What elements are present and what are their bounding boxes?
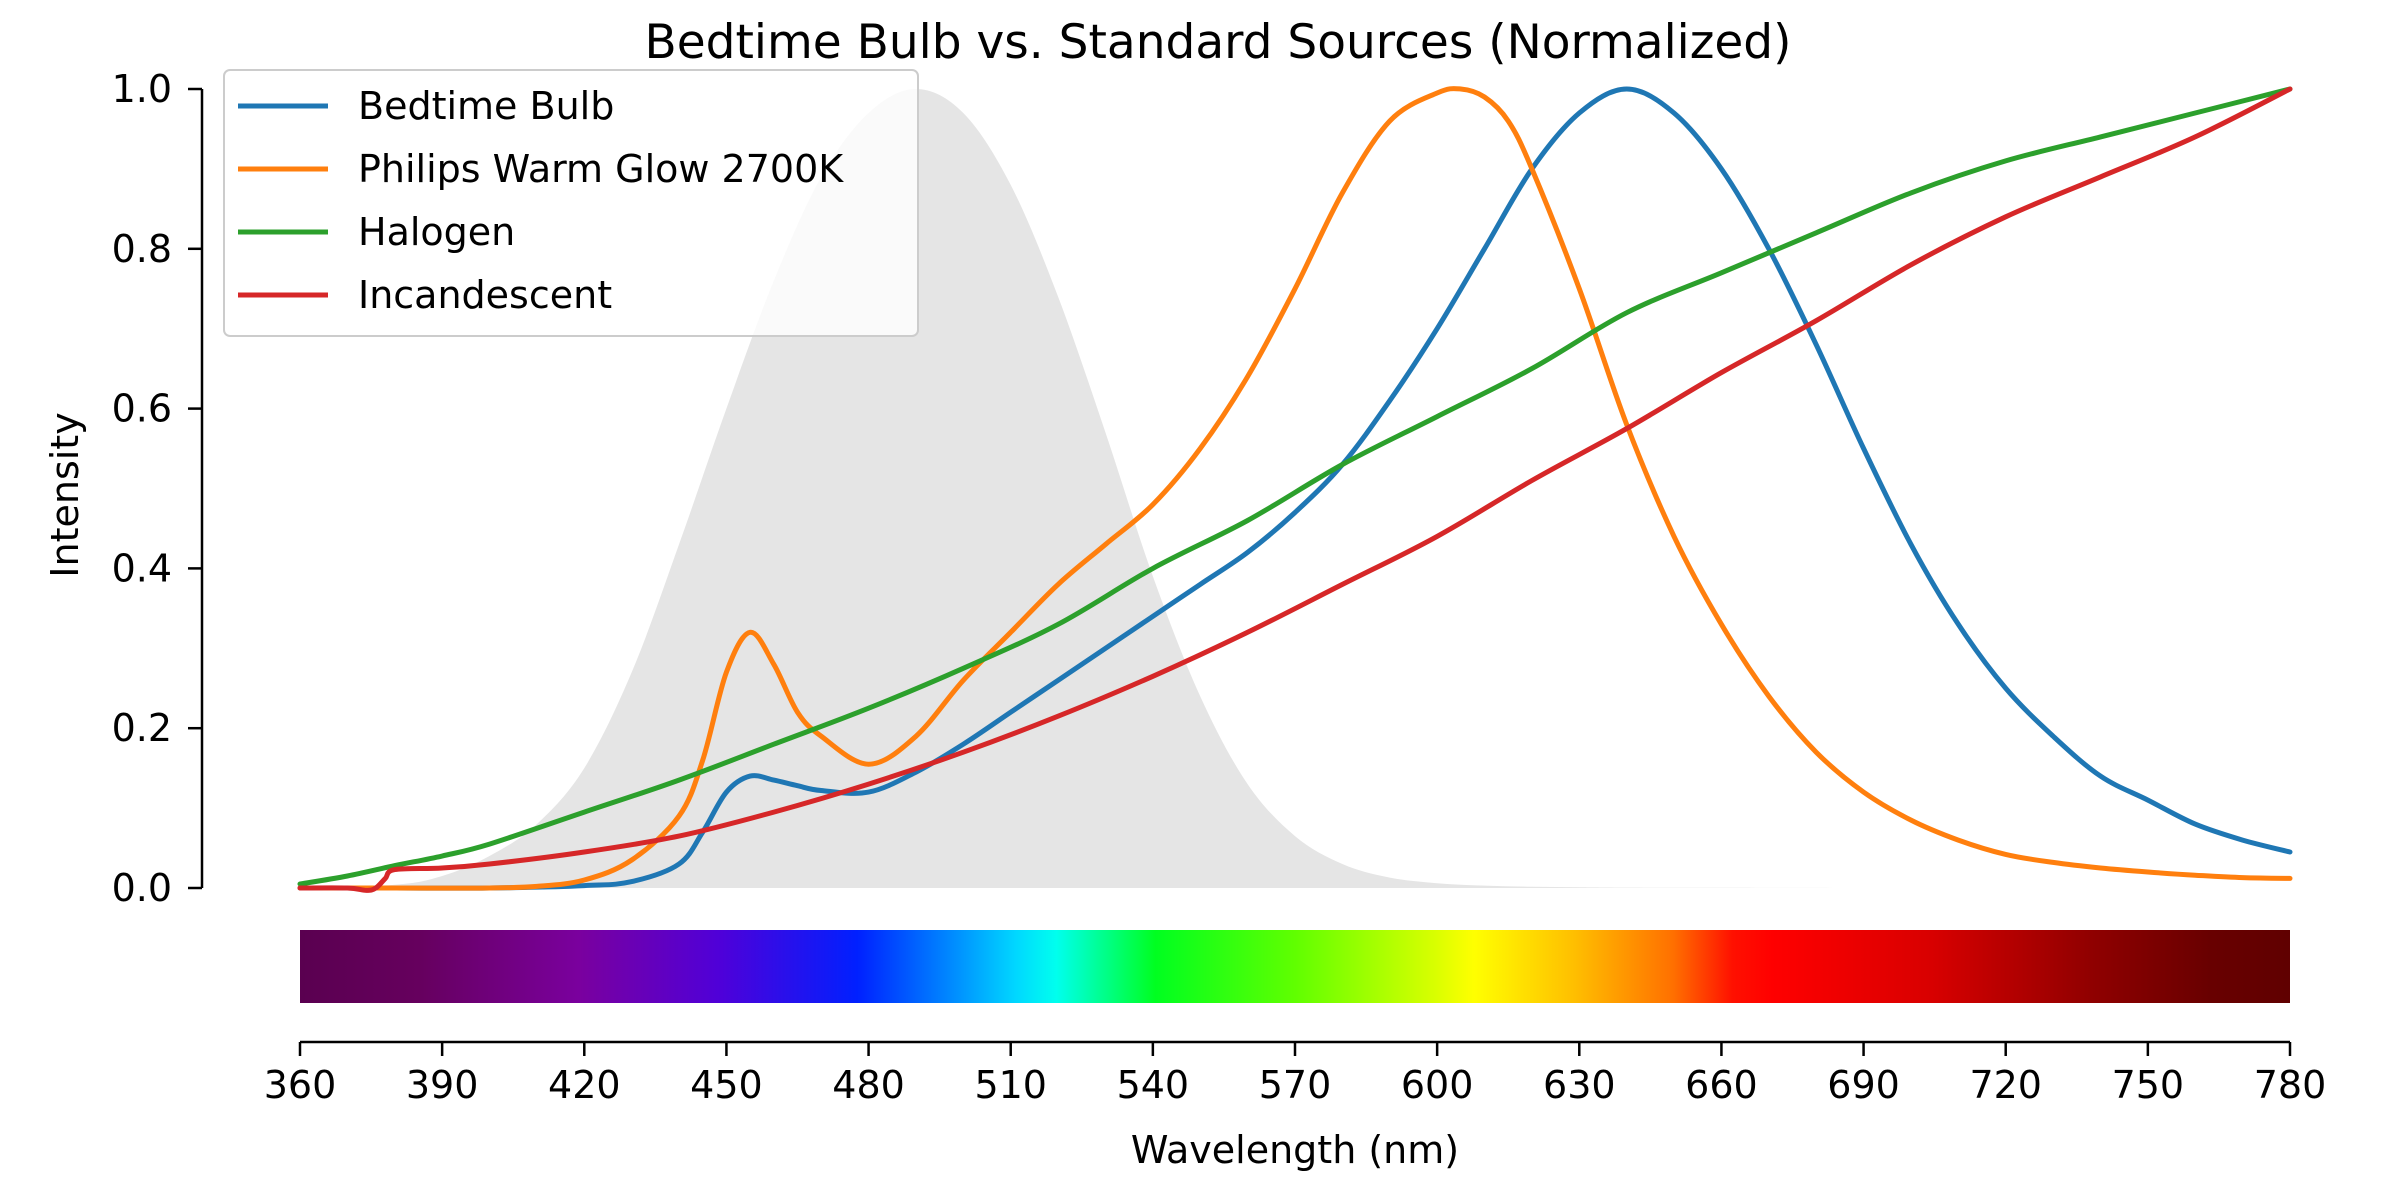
y-tick-label: 0.4 [112,546,172,590]
x-tick-label: 360 [264,1063,337,1107]
x-tick-label: 720 [1969,1063,2042,1107]
chart-title: Bedtime Bulb vs. Standard Sources (Norma… [645,15,1792,70]
series-group [297,86,2293,893]
series-line-incandescent [297,86,2293,893]
y-axis-label: Intensity [43,412,87,577]
x-tick-label: 570 [1259,1063,1332,1107]
legend-box [223,69,919,337]
legend: Bedtime Bulb Philips Warm Glow 2700K Halog… [223,69,919,337]
y-tick-label: 0.8 [112,227,172,271]
y-tick-label: 0.6 [112,387,172,431]
x-tick-label: 450 [690,1063,763,1107]
y-tick-label: 0.2 [112,706,172,750]
x-tick-label: 390 [406,1063,479,1107]
x-tick-label: 630 [1543,1063,1616,1107]
series-line-halogen [297,86,2293,887]
axes-group [188,87,2292,1056]
x-tick-label: 480 [832,1063,905,1107]
legend-label: Incandescent [358,273,612,317]
tick-labels: 0.0 0.2 0.4 0.6 0.8 1.0 360 390 420 450 480 510 540 5… [112,67,2327,1107]
x-tick-label: 420 [548,1063,621,1107]
y-tick-label: 0.0 [112,866,172,910]
x-tick-label: 780 [2254,1063,2327,1107]
spectrum-colorbar [300,930,2290,1003]
x-tick-label: 510 [974,1063,1047,1107]
x-tick-label: 600 [1401,1063,1474,1107]
series-line-philips-warm-glow-2700k [297,86,2293,891]
legend-label: Halogen [358,210,515,254]
x-tick-label: 540 [1117,1063,1190,1107]
x-tick-label: 690 [1827,1063,1900,1107]
x-axis-label: Wavelength (nm) [1131,1128,1459,1172]
legend-label: Philips Warm Glow 2700K [358,147,844,191]
y-tick-label: 1.0 [112,67,172,111]
x-tick-label: 660 [1685,1063,1758,1107]
x-tick-label: 750 [2112,1063,2185,1107]
legend-label: Bedtime Bulb [358,84,614,128]
